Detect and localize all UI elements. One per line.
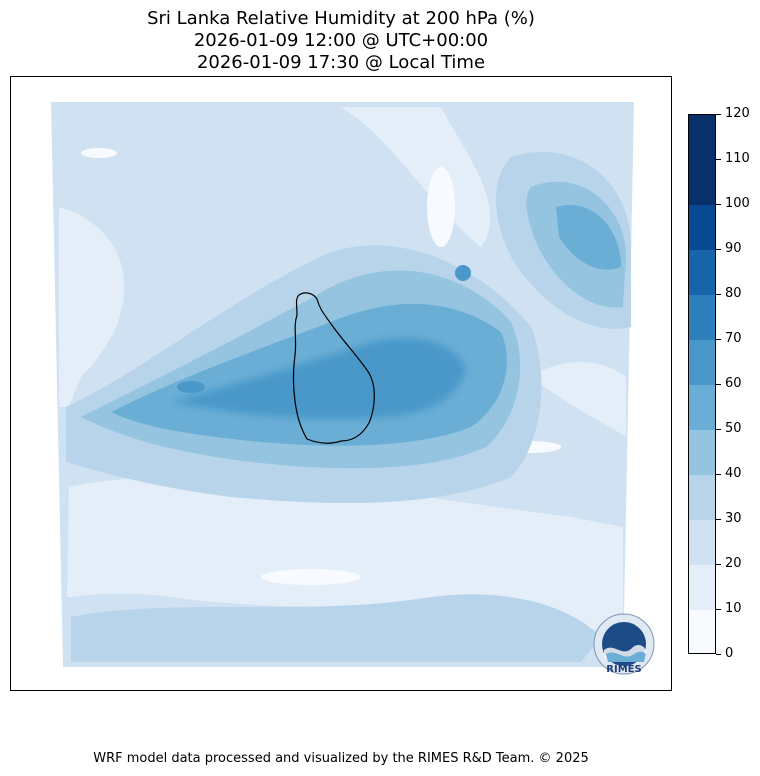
chart-title-line2: 2026-01-09 12:00 @ UTC+00:00 (193, 30, 489, 51)
humidity-patch-minimum (427, 167, 455, 247)
colorbar-tick-label: 30 (725, 511, 742, 526)
chart-title-line3: 2026-01-09 17:30 @ Local Time (196, 52, 486, 73)
colorbar-segment (689, 205, 715, 250)
colorbar-tick (716, 293, 721, 295)
humidity-band-light (59, 207, 125, 407)
colorbar-tick (716, 383, 721, 385)
colorbar-tick (716, 158, 721, 160)
colorbar-segment (689, 475, 715, 520)
colorbar-segment (689, 250, 715, 295)
colorbar-tick (716, 473, 721, 475)
colorbar-tick-label: 70 (725, 331, 742, 346)
colorbar-tick (716, 248, 721, 250)
rimes-logo-icon (593, 613, 655, 675)
colorbar-segment (689, 295, 715, 340)
humidity-band-50-60 (556, 205, 621, 270)
colorbar-tick (716, 518, 721, 520)
humidity-map (51, 102, 634, 667)
colorbar-tick-label: 90 (725, 241, 742, 256)
colorbar-tick-label: 0 (725, 646, 734, 661)
colorbar-segment (689, 610, 715, 653)
humidity-patch-maximum (177, 381, 205, 393)
credit-footer: WRF model data processed and visualized … (93, 751, 589, 766)
colorbar-tick-label: 60 (725, 376, 742, 391)
colorbar-tick (716, 338, 721, 340)
sri-lanka-coastline (292, 292, 375, 444)
colorbar-tick-label: 10 (725, 601, 742, 616)
colorbar-tick-label: 20 (725, 556, 742, 571)
colorbar-segment (689, 385, 715, 430)
humidity-patch-minimum (81, 148, 117, 158)
colorbar-segment (689, 520, 715, 565)
colorbar-tick (716, 563, 721, 565)
colorbar-tick-label: 100 (725, 196, 750, 211)
colorbar-tick (716, 203, 721, 205)
humidity-band-60-70 (171, 338, 466, 420)
colorbar-segment (689, 160, 715, 205)
colorbar-tick (716, 113, 721, 115)
colorbar-tick (716, 653, 721, 655)
humidity-band-30-40 (71, 594, 601, 662)
colorbar-segment (689, 340, 715, 385)
colorbar-segment (689, 115, 715, 160)
colorbar-tick-label: 80 (725, 286, 742, 301)
colorbar-tick (716, 608, 721, 610)
colorbar-tick-label: 110 (725, 151, 750, 166)
colorbar-tick-label: 120 (725, 106, 750, 121)
colorbar (688, 114, 716, 654)
colorbar-segment (689, 565, 715, 610)
colorbar-tick-label: 40 (725, 466, 742, 481)
humidity-patch-minimum (261, 569, 361, 585)
map-frame (10, 76, 672, 691)
colorbar-tick (716, 428, 721, 430)
humidity-patch-maximum (455, 265, 471, 281)
colorbar-segment (689, 430, 715, 475)
chart-title-line1: Sri Lanka Relative Humidity at 200 hPa (… (147, 8, 535, 29)
colorbar-tick-label: 50 (725, 421, 742, 436)
logo-text: RIMES (606, 664, 642, 675)
humidity-band-light (531, 362, 626, 437)
